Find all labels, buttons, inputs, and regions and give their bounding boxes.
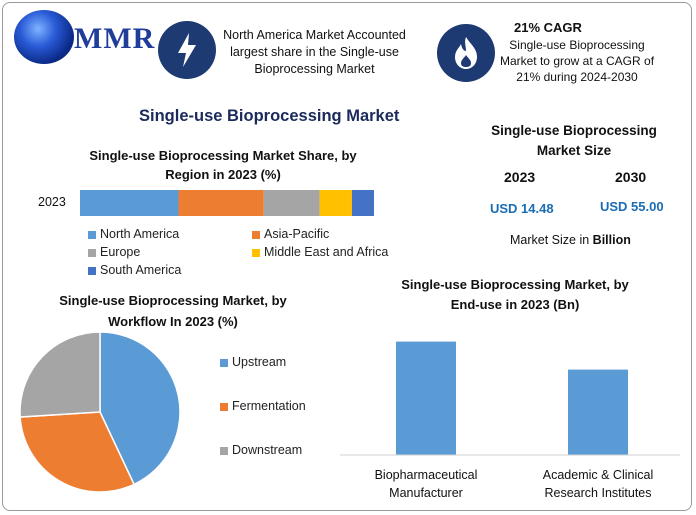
market-size-year-2023: 2023 xyxy=(504,169,536,185)
pie-slice-upstream xyxy=(99,331,181,486)
market-size-value-2023: USD 14.48 xyxy=(490,201,554,216)
legend-swatch-north-america xyxy=(88,230,96,239)
market-size-unit-note: Market Size in Billion xyxy=(510,233,631,247)
legend-label-north-america: North America xyxy=(100,227,180,241)
legend-label-upstream: Upstream xyxy=(232,355,287,369)
legend-middle-east-africa: Middle East and Africa xyxy=(252,245,388,259)
region-bar-segment-south-america xyxy=(351,190,374,216)
legend-asia-pacific: Asia-Pacific xyxy=(252,227,329,241)
region-category-label: 2023 xyxy=(38,195,66,209)
legend-label-europe: Europe xyxy=(100,245,141,259)
market-size-year-2030: 2030 xyxy=(615,169,647,185)
end-use-bar-academic xyxy=(568,369,628,455)
region-bar-segment-north-america xyxy=(80,190,179,216)
cagr-title: 21% CAGR xyxy=(514,20,582,35)
legend-downstream: Downstream xyxy=(220,443,302,457)
legend-swatch-downstream xyxy=(220,446,228,455)
legend-label-south-america: South America xyxy=(100,263,182,277)
legend-swatch-south-america xyxy=(88,266,96,275)
market-size-title: Single-use Bioprocessing Market Size xyxy=(491,123,657,158)
globe-logo-icon xyxy=(14,10,74,64)
region-chart-title: Single-use Bioprocessing Market Share, b… xyxy=(89,148,357,182)
legend-swatch-asia-pacific xyxy=(252,230,260,239)
legend-swatch-middle-east-africa xyxy=(252,248,260,257)
region-bar-segment-europe xyxy=(263,190,320,216)
legend-south-america: South America xyxy=(88,263,181,277)
legend-label-middle-east-africa: Middle East and Africa xyxy=(264,245,389,259)
pie-slice-fermentation xyxy=(19,411,136,493)
end-use-chart-title: Single-use Bioprocessing Market, by End-… xyxy=(401,277,629,312)
legend-label-asia-pacific: Asia-Pacific xyxy=(264,227,330,241)
company-logo-text: MMR xyxy=(74,22,156,55)
legend-label-downstream: Downstream xyxy=(232,443,303,457)
region-stacked-bar-chart xyxy=(80,190,374,216)
region-bar-segment-asia-pacific xyxy=(178,190,264,216)
end-use-bar-biopharma xyxy=(396,341,456,455)
market-size-value-2030: USD 55.00 xyxy=(600,199,664,214)
lightning-icon xyxy=(158,21,216,79)
region-bar-segment-middle-east-africa xyxy=(319,190,352,216)
pie-slice-downstream xyxy=(19,331,101,418)
cagr-stat-text: Single-use Bioprocessing Market to grow … xyxy=(499,38,655,84)
legend-fermentation: Fermentation xyxy=(220,399,306,413)
legend-upstream: Upstream xyxy=(220,355,286,369)
north-america-stat-text: North America Market Accounted largest s… xyxy=(223,28,406,76)
workflow-pie-chart xyxy=(19,331,181,493)
legend-north-america: North America xyxy=(88,227,179,241)
end-use-category-label-academic: Academic & Clinical Research Institutes xyxy=(542,468,654,500)
main-title: Single-use Bioprocessing Market xyxy=(139,107,400,125)
legend-label-fermentation: Fermentation xyxy=(232,399,306,413)
end-use-bar-chart xyxy=(340,341,680,456)
unit-note-prefix: Market Size in xyxy=(510,233,593,247)
legend-swatch-fermentation xyxy=(220,402,228,411)
legend-swatch-europe xyxy=(88,248,96,257)
workflow-chart-title: Single-use Bioprocessing Market, by Work… xyxy=(59,293,287,329)
end-use-category-label-biopharma: Biopharmaceutical Manufacturer xyxy=(374,468,478,500)
unit-note-bold: Billion xyxy=(592,233,631,247)
legend-swatch-upstream xyxy=(220,358,228,367)
flame-icon xyxy=(437,24,495,82)
legend-europe: Europe xyxy=(88,245,140,259)
